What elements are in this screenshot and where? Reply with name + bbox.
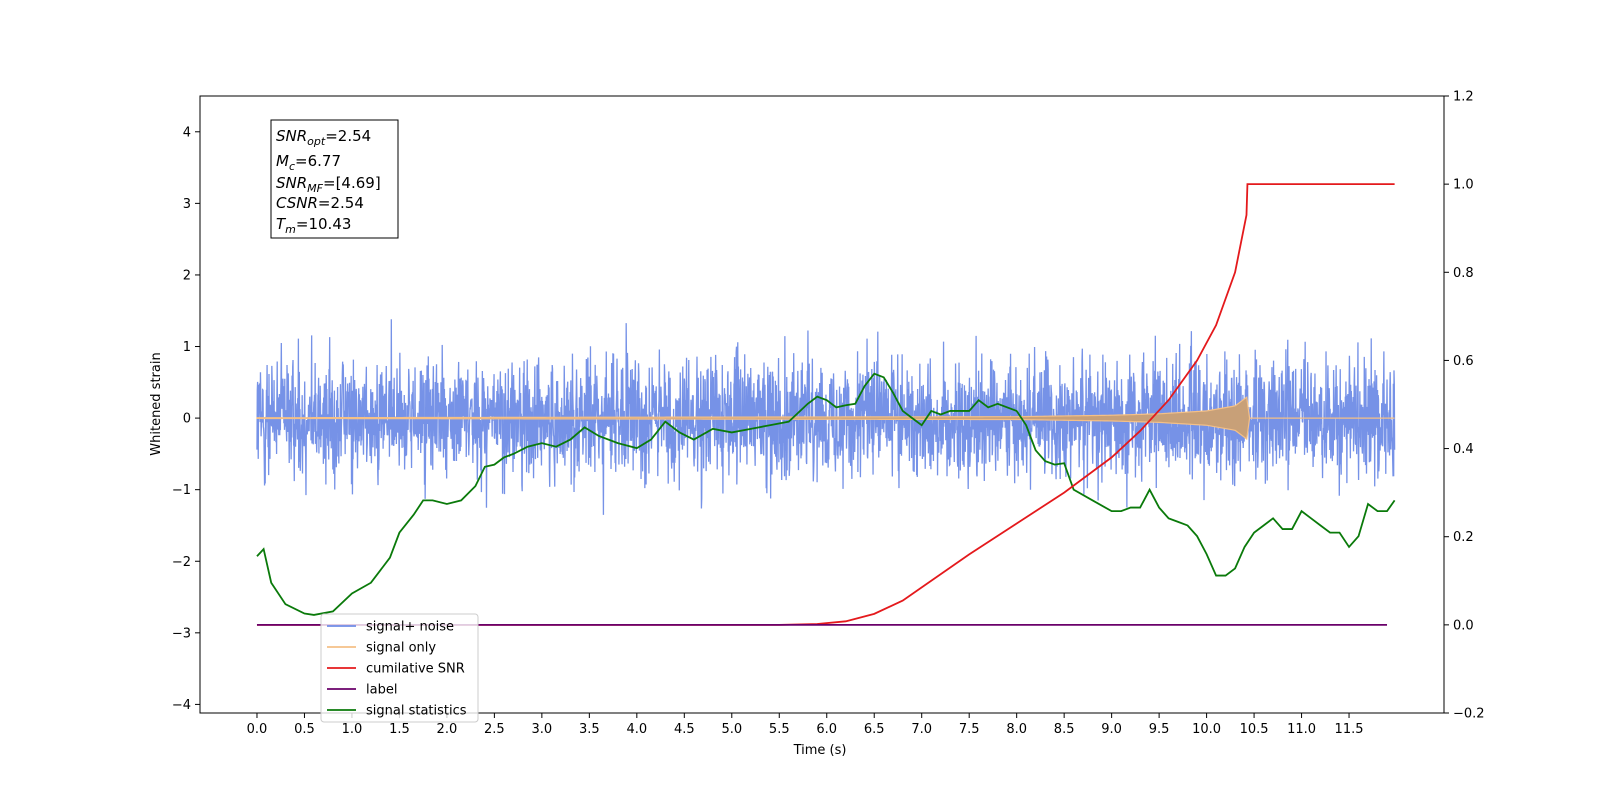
signal-statistics-line: [256, 372, 1396, 616]
y2-tick-label: 0.6: [1453, 354, 1474, 369]
stat-snr-opt: SNRopt=2.54: [276, 127, 371, 148]
x-tick-label: 3.5: [579, 722, 600, 737]
legend-label: cumilative SNR: [366, 662, 465, 677]
x-tick-label: 8.0: [1006, 722, 1027, 737]
x-tick-label: 4.0: [626, 722, 647, 737]
x-tick-label: 10.0: [1192, 722, 1221, 737]
stat-tm: Tm=10.43: [276, 215, 351, 236]
y-axis-label: Whitened strain: [149, 352, 164, 455]
x-axis: 0.0 0.5 1.0 1.5 2.0 2.5 3.0 3.5 4.0 4.5 5.0 5.5 6.0 6…: [247, 713, 1364, 737]
x-tick-label: 6.0: [816, 722, 837, 737]
y-tick-label: −1: [172, 483, 191, 498]
signal-statistics-series: [256, 372, 1396, 616]
y-tick-label: 0: [183, 412, 191, 427]
x-tick-label: 4.5: [674, 722, 695, 737]
x-tick-label: 0.5: [294, 722, 315, 737]
legend-label: signal statistics: [366, 704, 467, 719]
y2-tick-label: 0.4: [1453, 442, 1474, 457]
y-tick-label: 1: [183, 340, 191, 355]
x-tick-label: 7.0: [911, 722, 932, 737]
y-tick-label: 4: [183, 125, 191, 140]
x-tick-label: 9.0: [1101, 722, 1122, 737]
x-tick-label: 0.0: [247, 722, 268, 737]
y2-tick-label: 0.2: [1453, 530, 1474, 545]
x-tick-label: 11.5: [1335, 722, 1364, 737]
x-tick-label: 6.5: [864, 722, 885, 737]
signal-noise-series: [256, 319, 1396, 515]
y-tick-label: 2: [183, 268, 191, 283]
x-tick-label: 1.0: [342, 722, 363, 737]
x-tick-label: 10.5: [1240, 722, 1269, 737]
y2-tick-label: 0.8: [1453, 266, 1474, 281]
x-tick-label: 8.5: [1054, 722, 1075, 737]
y2-tick-label: 1.2: [1453, 90, 1474, 105]
signal-noise-line: [256, 319, 1396, 515]
legend-label: signal+ noise: [366, 620, 454, 635]
cumulative-snr-line: [256, 183, 1395, 626]
plot-frame: [199, 95, 1445, 714]
y-axis-right: −0.2 0.0 0.2 0.4 0.6 0.8 1.0 1.2: [1444, 90, 1485, 722]
x-tick-label: 11.0: [1287, 722, 1316, 737]
y2-tick-label: −0.2: [1453, 707, 1485, 722]
x-tick-label: 2.5: [484, 722, 505, 737]
y-tick-label: −3: [172, 626, 191, 641]
x-tick-label: 3.0: [532, 722, 553, 737]
x-axis-label: Time (s): [793, 743, 847, 758]
y-tick-label: 3: [183, 197, 191, 212]
x-tick-label: 5.5: [769, 722, 790, 737]
legend-frame: [320, 613, 479, 723]
x-tick-label: 9.5: [1149, 722, 1170, 737]
y2-tick-label: 0.0: [1453, 618, 1474, 633]
x-tick-label: 1.5: [389, 722, 410, 737]
y-tick-label: −4: [172, 698, 191, 713]
x-tick-label: 5.0: [721, 722, 742, 737]
stats-box: SNRopt=2.54 Mc=6.77 SNRMF=[4.69] CSNR=2.…: [270, 119, 399, 239]
legend-label: label: [366, 683, 397, 698]
legend: signal+ noise signal only cumilative SNR la…: [320, 613, 479, 723]
x-tick-label: 7.5: [959, 722, 980, 737]
stat-csnr: CSNR=2.54: [276, 194, 364, 212]
y2-tick-label: 1.0: [1453, 178, 1474, 193]
plot-area: [256, 183, 1396, 626]
y-axis-left: −4 −3 −2 −1 0 1 2 3 4: [172, 125, 200, 713]
stat-snr-mf: SNRMF=[4.69]: [276, 174, 381, 195]
stats-box-frame: [270, 119, 399, 239]
y-tick-label: −2: [172, 555, 191, 570]
x-tick-label: 2.0: [437, 722, 458, 737]
signal-only-envelope: [256, 396, 1395, 441]
cumulative-snr-series: [256, 183, 1395, 626]
stat-mc: Mc=6.77: [276, 152, 341, 173]
legend-label: signal only: [366, 641, 436, 656]
signal-only-series: [256, 396, 1395, 441]
